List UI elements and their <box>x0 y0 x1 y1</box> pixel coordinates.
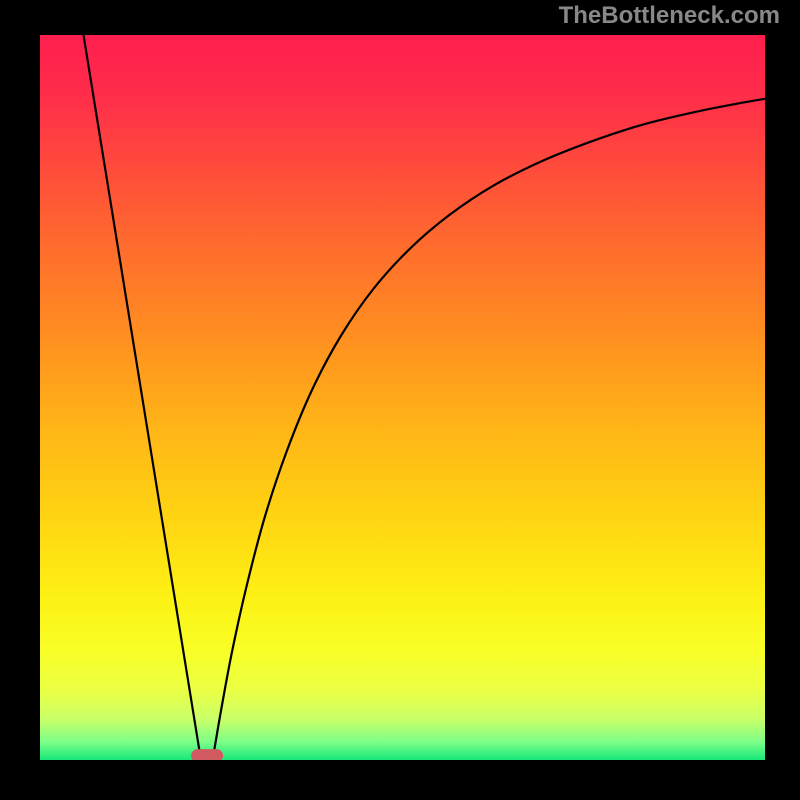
optimum-marker <box>191 749 223 760</box>
bottleneck-curve <box>40 35 765 760</box>
watermark-text: TheBottleneck.com <box>559 2 780 30</box>
chart-frame: TheBottleneck.com <box>0 0 800 800</box>
plot-area <box>40 35 765 760</box>
